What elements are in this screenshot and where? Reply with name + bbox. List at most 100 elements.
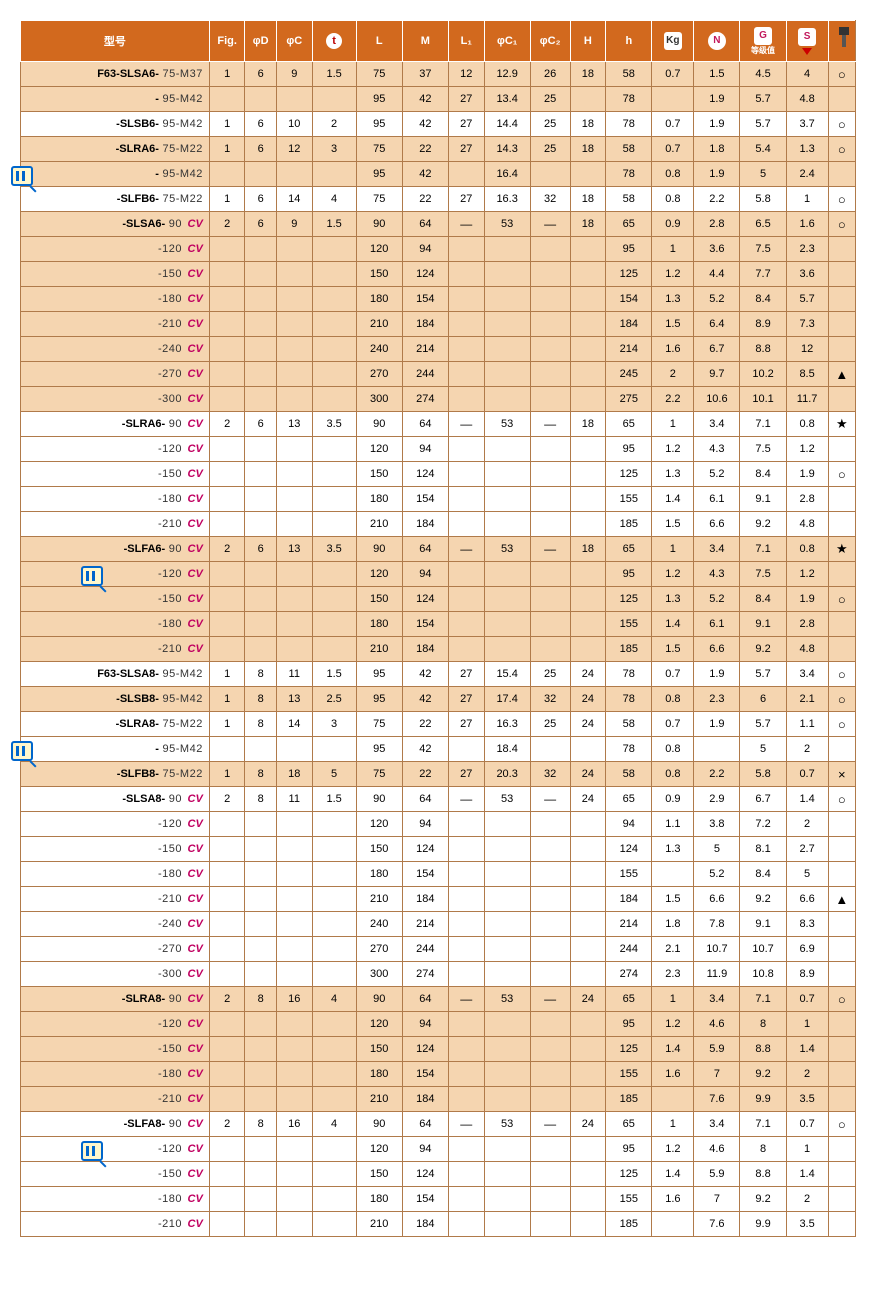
cell-phiD (245, 862, 276, 887)
cell-kg: 2 (652, 362, 694, 387)
cell-L: 90 (356, 787, 402, 812)
cell-fig: 2 (209, 1112, 245, 1137)
cell-phiC1 (484, 1012, 530, 1037)
cell-fig (209, 512, 245, 537)
cell-H (570, 637, 606, 662)
table-row: - 95-M42954216.4780.81.952.4 (21, 162, 856, 187)
cell-N: 10.7 (694, 937, 740, 962)
cell-phiC (276, 812, 312, 837)
model-cell: -SLRA6- 75-M22 (21, 137, 210, 162)
table-row: -150 CV1501241251.35.28.41.9○ (21, 587, 856, 612)
cell-N: 3.4 (694, 412, 740, 437)
model-cell: -SLRA8- 75-M22 (21, 712, 210, 737)
cell-h: 58 (606, 137, 652, 162)
cell-phiC (276, 912, 312, 937)
cell-phiC1: 53 (484, 1112, 530, 1137)
cell-fig (209, 1087, 245, 1112)
cell-t: 3 (312, 712, 356, 737)
cell-N: 2.3 (694, 687, 740, 712)
cell-t (312, 437, 356, 462)
cell-S: 4 (786, 62, 828, 87)
cell-L: 120 (356, 812, 402, 837)
cell-phiC1 (484, 612, 530, 637)
model-cell: - 95-M42 (21, 737, 210, 762)
cell-M: 154 (402, 1187, 448, 1212)
cell-phiC2 (530, 912, 570, 937)
cell-M: 22 (402, 762, 448, 787)
cell-kg: 1.3 (652, 462, 694, 487)
cell-phiC: 13 (276, 412, 312, 437)
cell-kg: 0.7 (652, 137, 694, 162)
cell-H (570, 512, 606, 537)
cell-H: 18 (570, 187, 606, 212)
cell-S: 3.5 (786, 1087, 828, 1112)
cell-phiD: 6 (245, 137, 276, 162)
n-icon: N (708, 32, 726, 50)
cell-L: 90 (356, 1112, 402, 1137)
model-cell: -240 CV (21, 912, 210, 937)
spec-table: 型号 Fig. φD φC t L M L₁ φC₁ φC₂ H h Kg N … (20, 20, 856, 1237)
cell-sym (828, 1187, 855, 1212)
table-row: -SLFB6- 75-M221614475222716.33218580.82.… (21, 187, 856, 212)
cell-phiD: 8 (245, 787, 276, 812)
cell-phiD: 6 (245, 62, 276, 87)
cell-sym (828, 862, 855, 887)
cell-phiC2 (530, 262, 570, 287)
cell-kg: 1 (652, 237, 694, 262)
cell-phiC (276, 612, 312, 637)
cell-t: 3.5 (312, 412, 356, 437)
cell-M: 184 (402, 512, 448, 537)
cell-S: 1.6 (786, 212, 828, 237)
hdr-phiC1: φC₁ (484, 21, 530, 62)
cell-fig (209, 612, 245, 637)
cell-sym: ★ (828, 412, 855, 437)
cell-G: 10.1 (740, 387, 786, 412)
cell-G: 7.5 (740, 562, 786, 587)
cell-M: 64 (402, 412, 448, 437)
cell-phiC1 (484, 387, 530, 412)
cell-S: 1 (786, 187, 828, 212)
cell-t: 5 (312, 762, 356, 787)
cell-t (312, 1037, 356, 1062)
cell-sym (828, 637, 855, 662)
cell-G: 6 (740, 687, 786, 712)
cell-L: 210 (356, 637, 402, 662)
cell-sym: ○ (828, 787, 855, 812)
cell-M: 124 (402, 1162, 448, 1187)
cell-N: 5.9 (694, 1162, 740, 1187)
cell-fig (209, 737, 245, 762)
cell-phiC2 (530, 1087, 570, 1112)
cell-L1: — (448, 987, 484, 1012)
hdr-kg: Kg (652, 21, 694, 62)
cell-h: 78 (606, 687, 652, 712)
cell-h: 185 (606, 512, 652, 537)
cell-M: 94 (402, 812, 448, 837)
cell-t: 3.5 (312, 537, 356, 562)
cell-fig (209, 337, 245, 362)
cell-S: 4.8 (786, 512, 828, 537)
cell-G: 5.8 (740, 762, 786, 787)
cell-L1: 27 (448, 137, 484, 162)
cell-phiD: 6 (245, 187, 276, 212)
cell-sym (828, 1037, 855, 1062)
cell-phiC1 (484, 637, 530, 662)
cell-G: 5 (740, 737, 786, 762)
cell-fig (209, 937, 245, 962)
cell-t (312, 812, 356, 837)
cell-G: 6.7 (740, 787, 786, 812)
cell-phiC1 (484, 362, 530, 387)
cell-phiD (245, 462, 276, 487)
cell-M: 42 (402, 737, 448, 762)
cell-phiD (245, 1062, 276, 1087)
cell-G: 7.5 (740, 237, 786, 262)
cell-L: 75 (356, 762, 402, 787)
cell-phiC1 (484, 862, 530, 887)
cell-fig (209, 837, 245, 862)
cell-L: 180 (356, 612, 402, 637)
cell-G: 5.7 (740, 87, 786, 112)
cell-phiC1: 14.3 (484, 137, 530, 162)
cell-phiC2: 25 (530, 87, 570, 112)
cell-G: 9.1 (740, 487, 786, 512)
table-row: -120 CV12094951.24.37.51.2 (21, 562, 856, 587)
cell-t (312, 87, 356, 112)
